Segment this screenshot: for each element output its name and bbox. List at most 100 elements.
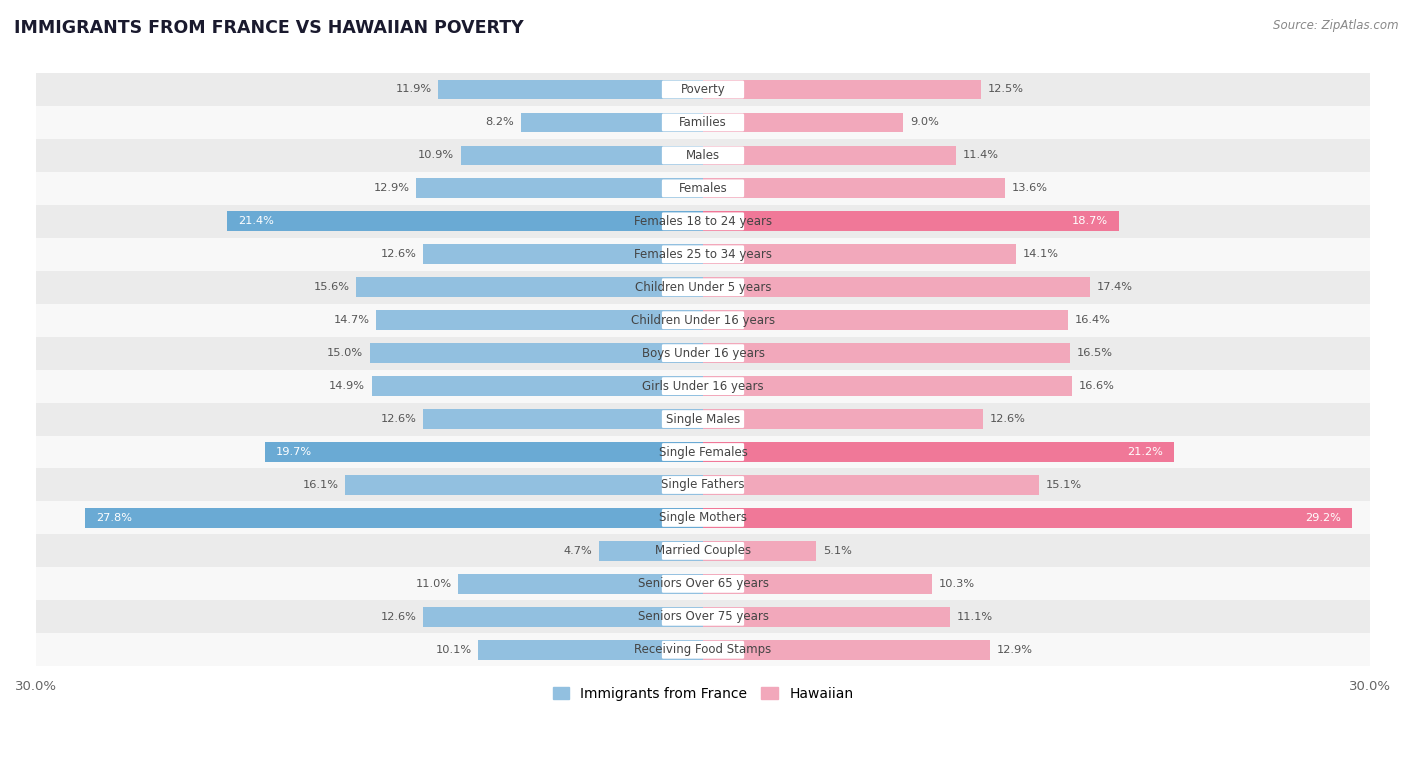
Bar — [37, 139, 1369, 172]
Bar — [416, 178, 703, 199]
Text: Poverty: Poverty — [681, 83, 725, 96]
Bar — [37, 73, 1369, 106]
Bar — [703, 607, 950, 627]
Text: 15.1%: 15.1% — [1046, 480, 1081, 490]
Text: 10.9%: 10.9% — [418, 150, 454, 161]
Bar — [703, 475, 1039, 495]
Bar — [37, 172, 1369, 205]
Text: Girls Under 16 years: Girls Under 16 years — [643, 380, 763, 393]
Text: 12.6%: 12.6% — [380, 249, 416, 259]
Text: 14.7%: 14.7% — [333, 315, 370, 325]
Text: 27.8%: 27.8% — [96, 513, 132, 523]
Text: Females 25 to 34 years: Females 25 to 34 years — [634, 248, 772, 261]
FancyBboxPatch shape — [662, 476, 744, 494]
Text: 12.9%: 12.9% — [997, 645, 1032, 655]
Bar — [423, 409, 703, 429]
Bar — [356, 277, 703, 297]
Text: 11.9%: 11.9% — [395, 84, 432, 95]
Bar — [37, 534, 1369, 568]
Bar — [703, 310, 1067, 330]
Bar — [423, 607, 703, 627]
Bar — [37, 600, 1369, 633]
Text: 9.0%: 9.0% — [910, 117, 939, 127]
Bar — [703, 640, 990, 659]
Bar — [228, 211, 703, 231]
Bar — [703, 343, 1070, 363]
Bar — [37, 633, 1369, 666]
FancyBboxPatch shape — [662, 410, 744, 428]
FancyBboxPatch shape — [662, 377, 744, 395]
Text: Females: Females — [679, 182, 727, 195]
FancyBboxPatch shape — [662, 212, 744, 230]
Text: IMMIGRANTS FROM FRANCE VS HAWAIIAN POVERTY: IMMIGRANTS FROM FRANCE VS HAWAIIAN POVER… — [14, 19, 523, 37]
Text: Single Mothers: Single Mothers — [659, 512, 747, 525]
Legend: Immigrants from France, Hawaiian: Immigrants from France, Hawaiian — [547, 681, 859, 706]
FancyBboxPatch shape — [662, 443, 744, 461]
Bar — [37, 271, 1369, 304]
Bar — [37, 205, 1369, 238]
Bar — [703, 442, 1174, 462]
Bar — [478, 640, 703, 659]
Bar — [703, 508, 1353, 528]
Text: 10.3%: 10.3% — [939, 579, 974, 589]
Bar — [84, 508, 703, 528]
Text: 12.9%: 12.9% — [374, 183, 409, 193]
Text: Seniors Over 65 years: Seniors Over 65 years — [637, 578, 769, 590]
Bar — [264, 442, 703, 462]
Bar — [37, 502, 1369, 534]
Text: 29.2%: 29.2% — [1305, 513, 1341, 523]
Bar — [703, 277, 1090, 297]
Text: 17.4%: 17.4% — [1097, 282, 1132, 293]
Text: 16.1%: 16.1% — [302, 480, 339, 490]
Text: 21.4%: 21.4% — [239, 216, 274, 227]
Text: Single Females: Single Females — [658, 446, 748, 459]
Text: 11.1%: 11.1% — [956, 612, 993, 622]
Text: 5.1%: 5.1% — [823, 546, 852, 556]
Text: 12.5%: 12.5% — [987, 84, 1024, 95]
Bar — [37, 304, 1369, 337]
Bar — [703, 211, 1119, 231]
FancyBboxPatch shape — [662, 312, 744, 329]
Text: Children Under 16 years: Children Under 16 years — [631, 314, 775, 327]
FancyBboxPatch shape — [662, 114, 744, 131]
Bar — [37, 436, 1369, 468]
FancyBboxPatch shape — [662, 146, 744, 164]
Bar — [377, 310, 703, 330]
Text: 18.7%: 18.7% — [1071, 216, 1108, 227]
Text: Married Couples: Married Couples — [655, 544, 751, 557]
Text: Children Under 5 years: Children Under 5 years — [634, 280, 772, 294]
Bar — [703, 80, 981, 99]
Text: 16.5%: 16.5% — [1077, 348, 1112, 358]
Text: 15.6%: 15.6% — [314, 282, 350, 293]
FancyBboxPatch shape — [662, 278, 744, 296]
Bar — [370, 343, 703, 363]
Text: Receiving Food Stamps: Receiving Food Stamps — [634, 644, 772, 656]
Bar — [37, 238, 1369, 271]
Bar — [703, 376, 1071, 396]
FancyBboxPatch shape — [662, 575, 744, 593]
Text: Single Fathers: Single Fathers — [661, 478, 745, 491]
FancyBboxPatch shape — [662, 246, 744, 263]
Bar — [37, 370, 1369, 402]
Bar — [458, 574, 703, 594]
Text: 8.2%: 8.2% — [485, 117, 515, 127]
Text: 12.6%: 12.6% — [380, 414, 416, 424]
Text: 12.6%: 12.6% — [990, 414, 1026, 424]
Text: Males: Males — [686, 149, 720, 162]
Text: 14.9%: 14.9% — [329, 381, 366, 391]
Bar — [371, 376, 703, 396]
FancyBboxPatch shape — [662, 641, 744, 659]
Bar — [37, 402, 1369, 436]
FancyBboxPatch shape — [662, 344, 744, 362]
Text: 10.1%: 10.1% — [436, 645, 472, 655]
Text: 21.2%: 21.2% — [1128, 447, 1163, 457]
Text: 15.0%: 15.0% — [326, 348, 363, 358]
Bar — [703, 112, 903, 133]
Bar — [520, 112, 703, 133]
FancyBboxPatch shape — [662, 180, 744, 197]
Text: 4.7%: 4.7% — [562, 546, 592, 556]
Text: 19.7%: 19.7% — [276, 447, 312, 457]
Text: 11.0%: 11.0% — [416, 579, 451, 589]
Text: 11.4%: 11.4% — [963, 150, 1000, 161]
Text: 13.6%: 13.6% — [1012, 183, 1047, 193]
